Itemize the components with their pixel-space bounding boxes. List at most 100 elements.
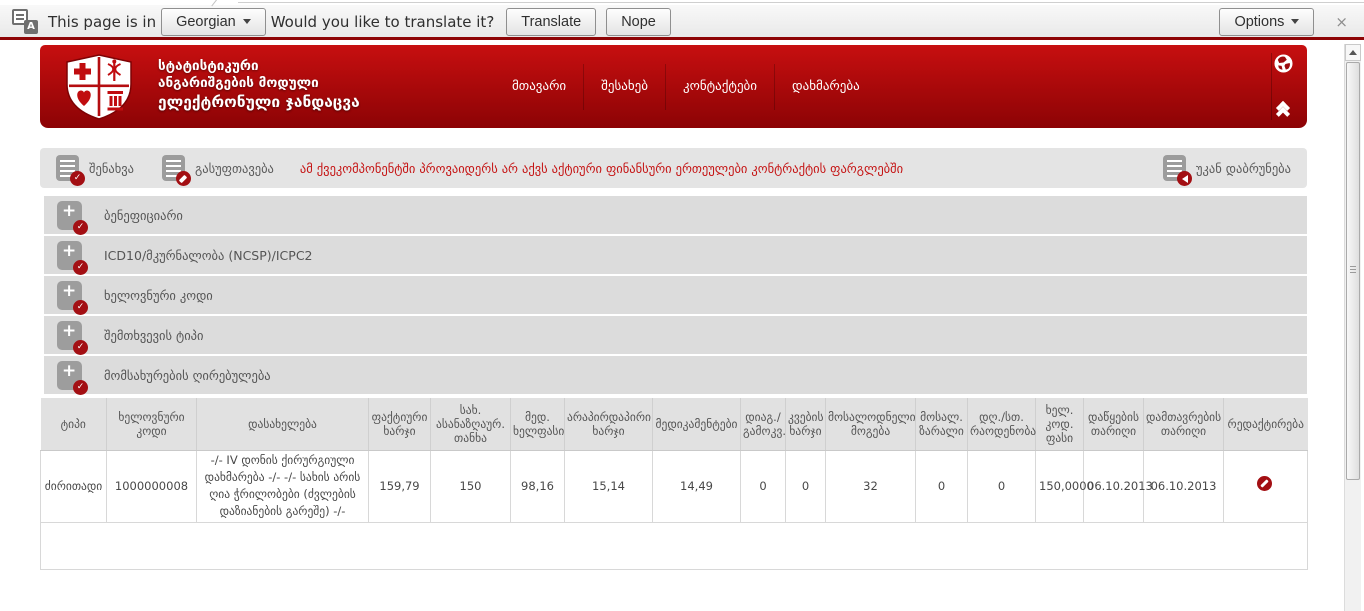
globe-icon[interactable] — [1274, 54, 1293, 77]
app-title-line1: სტატისტიკური — [158, 58, 259, 74]
cell-diag-exam: 0 — [740, 449, 786, 523]
col-artificial-code: ხელოვნური კოდი — [106, 398, 197, 451]
table-row: ძირითადი 1000000008 -/- IV დონის ქირურგი… — [40, 449, 1308, 523]
col-name: დასახელება — [196, 398, 369, 451]
check-badge-icon: ✓ — [73, 379, 88, 395]
eraser-badge-icon — [175, 171, 191, 186]
save-button[interactable]: ✓ შენახვა — [56, 155, 134, 186]
cell-edit — [1223, 449, 1308, 523]
cell-code-price: 150,0000 — [1035, 449, 1094, 523]
translate-icon: A — [12, 9, 38, 34]
col-code-price: ხელ. კოდ. ფასი — [1035, 398, 1084, 451]
cell-profit: 32 — [825, 449, 916, 523]
app-title-line3: ელექტრონული ჯანდაცვა — [158, 93, 360, 111]
cell-end-date: 06.10.2013 — [1143, 449, 1224, 523]
language-dropdown-label: Georgian — [176, 13, 236, 30]
col-food-cost: კვების ხარჯი — [785, 398, 826, 451]
col-type: ტიპი — [40, 398, 107, 451]
app-title: სტატისტიკური ანგარიშგების მოდული ელექტრო… — [158, 58, 360, 113]
col-expected-profit: მოსალოდნელი მოგება — [825, 398, 916, 451]
check-badge-icon: ✓ — [73, 299, 88, 315]
back-button[interactable]: უკან დაბრუნება — [1163, 155, 1291, 186]
section-beneficiary[interactable]: + ✓ ბენეფიციარი — [44, 196, 1307, 235]
section-label: ბენეფიციარი — [104, 207, 183, 223]
collapse-header-button[interactable] — [1274, 100, 1292, 122]
col-expected-loss: მოსალ. ზარალი — [915, 398, 968, 451]
section-label: შემთხვევის ტიპი — [104, 327, 204, 343]
app-title-line2: ანგარიშგების მოდული — [158, 75, 319, 91]
cell-name: -/- IV დონის ქირურგიული დახმარება -/- -/… — [196, 449, 369, 523]
cell-medicines: 14,49 — [652, 449, 741, 523]
app-header: სტატისტიკური ანგარიშგების მოდული ელექტრო… — [40, 45, 1307, 128]
toolbar: ✓ შენახვა გასუფთავება ამ ქვეკომპონენტში … — [40, 148, 1307, 188]
section-label: მომსახურების ღირებულება — [104, 367, 271, 383]
cell-type: ძირითადი — [40, 449, 107, 523]
cell-qty: 0 — [967, 449, 1036, 523]
expand-plus-icon: + ✓ — [57, 200, 88, 235]
scrollbar-up-arrow[interactable] — [1345, 44, 1361, 61]
expand-plus-icon: + ✓ — [57, 320, 88, 355]
header-divider — [1271, 53, 1272, 120]
col-end-date: დამთავრების თარიღი — [1143, 398, 1224, 451]
col-indirect-cost: არაპირდაპირი ხარჯი — [564, 398, 653, 451]
warning-message: ამ ქვეკომპონენტში პროვაიდერს არ აქვს აქტ… — [299, 160, 904, 176]
options-dropdown-label: Options — [1234, 13, 1285, 30]
col-medicines: მედიკამენტები — [652, 398, 741, 451]
scrollbar-thumb[interactable] — [1346, 62, 1360, 480]
nope-button[interactable]: Nope — [606, 7, 671, 36]
main-nav: მთავარი შესახებ კონტაქტები დახმარება — [495, 45, 877, 128]
section-artificial-code[interactable]: + ✓ ხელოვნური კოდი — [44, 276, 1307, 315]
empty-cell — [40, 522, 1308, 570]
clear-button[interactable]: გასუფთავება — [161, 155, 274, 186]
col-start-date: დაწყების თარიღი — [1083, 398, 1144, 451]
save-document-icon: ✓ — [56, 155, 85, 186]
app-logo-shield — [64, 54, 134, 124]
cell-start-date: 06.10.2013 — [1083, 449, 1153, 523]
check-badge-icon: ✓ — [73, 219, 88, 235]
section-case-type[interactable]: + ✓ შემთხვევის ტიპი — [44, 316, 1307, 355]
cell-indirect-cost: 15,14 — [564, 449, 653, 523]
cell-actual-cost: 159,79 — [368, 449, 431, 523]
expand-plus-icon: + ✓ — [57, 280, 88, 315]
save-button-label: შენახვა — [89, 160, 134, 176]
language-dropdown[interactable]: Georgian — [161, 7, 266, 36]
cell-code: 1000000008 — [106, 449, 197, 523]
browser-tab-edge — [0, 0, 1364, 5]
chevron-down-icon — [1291, 19, 1300, 24]
col-day-hour-qty: დღ./სთ. რაოდენობა — [967, 398, 1036, 451]
close-icon[interactable]: × — [1335, 12, 1348, 31]
table-empty-row — [40, 522, 1308, 570]
nav-item-main[interactable]: მთავარი — [512, 79, 567, 94]
expand-plus-icon: + ✓ — [57, 360, 88, 395]
options-dropdown[interactable]: Options — [1219, 7, 1315, 36]
section-icd10[interactable]: + ✓ ICD10/მკურნალობა (NCSP)/ICPC2 — [44, 236, 1307, 275]
check-badge-icon: ✓ — [70, 171, 85, 186]
nav-item-help[interactable]: დახმარება — [774, 63, 877, 110]
translate-question: Would you like to translate it? — [270, 12, 495, 31]
cell-food-cost: 0 — [785, 449, 826, 523]
translate-icon-a-box: A — [24, 20, 38, 34]
col-state-reimb-amount: სახ. ასანაზღაურ. თანხა — [430, 398, 511, 451]
nav-item-contacts[interactable]: კონტაქტები — [665, 63, 774, 110]
back-document-icon — [1163, 155, 1193, 186]
translate-bar: A This page is in Georgian Would you lik… — [0, 0, 1364, 40]
chevron-down-icon — [242, 19, 251, 24]
section-label: ICD10/მკურნალობა (NCSP)/ICPC2 — [104, 247, 313, 263]
col-diag-exam: დიაგ./ გამოკვ. — [740, 398, 786, 451]
cell-state-reimb: 150 — [430, 449, 511, 523]
nav-item-about[interactable]: შესახებ — [583, 63, 665, 110]
scrollbar[interactable] — [1344, 44, 1361, 611]
expand-plus-icon: + ✓ — [57, 240, 88, 275]
section-service-cost[interactable]: + ✓ მომსახურების ღირებულება — [44, 356, 1307, 395]
col-actual-cost: ფაქტიური ხარჯი — [368, 398, 431, 451]
cell-med-salary: 98,16 — [510, 449, 565, 523]
cell-loss: 0 — [915, 449, 968, 523]
shield-icon — [66, 54, 132, 120]
check-badge-icon: ✓ — [73, 339, 88, 355]
services-table: ტიპი ხელოვნური კოდი დასახელება ფაქტიური … — [40, 398, 1308, 570]
pencil-badge-icon — [1256, 476, 1272, 491]
back-button-label: უკან დაბრუნება — [1196, 160, 1291, 176]
clear-button-label: გასუფთავება — [194, 160, 274, 176]
translate-button[interactable]: Translate — [506, 7, 597, 36]
col-med-salary: მედ. ხელფასი — [510, 398, 565, 451]
